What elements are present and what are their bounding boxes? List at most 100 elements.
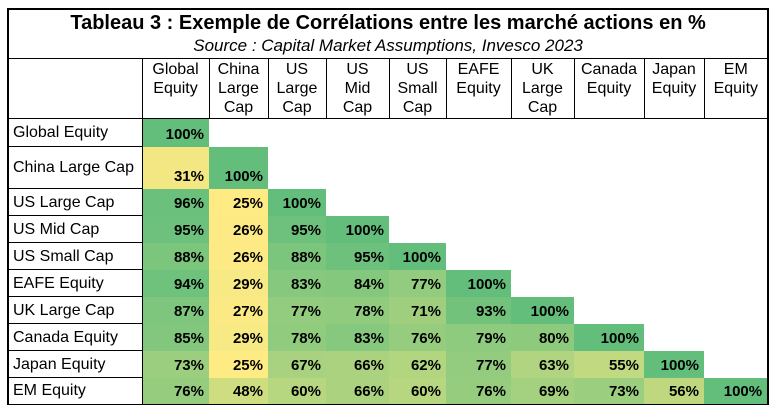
row-label-7: UK Large Cap: [7, 296, 143, 324]
correlation-cell-9-1: 73%: [142, 350, 209, 378]
matrix-row-7: UK Large Cap 87% 27% 77% 78% 71% 93% 100%: [7, 296, 769, 324]
empty-cell: [704, 188, 769, 216]
empty-cell: [511, 215, 574, 243]
table-title: Tableau 3 : Exemple de Corrélations entr…: [70, 12, 706, 34]
correlation-cell-6-2: 29%: [209, 269, 268, 297]
correlation-cell-9-5: 62%: [389, 350, 446, 378]
correlation-cell-9-3: 67%: [268, 350, 326, 378]
empty-cell: [446, 118, 511, 147]
correlation-cell-10-10: 100%: [704, 377, 769, 405]
empty-cell: [574, 188, 644, 216]
correlation-cell-8-8: 100%: [574, 323, 644, 351]
empty-cell: [389, 118, 446, 147]
empty-cell: [644, 269, 704, 297]
empty-cell: [511, 146, 574, 189]
correlation-cell-10-8: 73%: [574, 377, 644, 405]
empty-cell: [704, 242, 769, 270]
correlation-cell-7-5: 71%: [389, 296, 446, 324]
empty-cell: [511, 188, 574, 216]
empty-cell: [704, 296, 769, 324]
empty-cell: [268, 146, 326, 189]
column-header-row: Global Equity China Large Cap US Large Cap…: [7, 58, 769, 119]
correlation-cell-7-6: 93%: [446, 296, 511, 324]
row-label-5: US Small Cap: [7, 242, 143, 270]
correlation-cell-3-1: 96%: [142, 188, 209, 216]
correlation-cell-5-5: 100%: [389, 242, 446, 270]
empty-cell: [389, 146, 446, 189]
empty-cell: [644, 215, 704, 243]
correlation-cell-6-3: 83%: [268, 269, 326, 297]
correlation-cell-10-6: 76%: [446, 377, 511, 405]
empty-cell: [511, 242, 574, 270]
row-label-4: US Mid Cap: [7, 215, 143, 243]
correlation-cell-7-1: 87%: [142, 296, 209, 324]
correlation-cell-6-5: 77%: [389, 269, 446, 297]
correlation-cell-7-2: 27%: [209, 296, 268, 324]
column-header-1: Global Equity: [141, 58, 210, 119]
row-label-9: Japan Equity: [7, 350, 143, 378]
empty-cell: [446, 242, 511, 270]
matrix-row-5: US Small Cap 88% 26% 88% 95% 100%: [7, 242, 769, 270]
correlation-cell-10-3: 60%: [268, 377, 326, 405]
correlation-cell-10-7: 69%: [511, 377, 574, 405]
correlation-cell-9-4: 66%: [326, 350, 389, 378]
empty-cell: [326, 146, 389, 189]
correlation-cell-6-4: 84%: [326, 269, 389, 297]
empty-cell: [268, 118, 326, 147]
correlation-cell-2-1: 31%: [142, 146, 209, 189]
correlation-cell-10-4: 66%: [326, 377, 389, 405]
matrix-row-3: US Large Cap 96% 25% 100%: [7, 188, 769, 216]
empty-cell: [326, 118, 389, 147]
column-header-2: China Large Cap: [208, 58, 269, 119]
empty-cell: [326, 188, 389, 216]
empty-cell: [644, 242, 704, 270]
row-label-6: EAFE Equity: [7, 269, 143, 297]
correlation-cell-8-1: 85%: [142, 323, 209, 351]
table-source: Source : Capital Market Assumptions, Inv…: [193, 36, 583, 55]
empty-cell: [511, 118, 574, 147]
column-header-3: US Large Cap: [267, 58, 327, 119]
column-header-8: Canada Equity: [573, 58, 645, 119]
matrix-row-4: US Mid Cap 95% 26% 95% 100%: [7, 215, 769, 243]
correlation-cell-8-2: 29%: [209, 323, 268, 351]
empty-cell: [511, 269, 574, 297]
correlation-cell-10-1: 76%: [142, 377, 209, 405]
empty-cell: [209, 118, 268, 147]
correlation-cell-7-7: 100%: [511, 296, 574, 324]
empty-cell: [389, 215, 446, 243]
correlation-cell-8-6: 79%: [446, 323, 511, 351]
correlation-cell-6-6: 100%: [446, 269, 511, 297]
correlation-cell-5-4: 95%: [326, 242, 389, 270]
row-label-2: China Large Cap: [7, 146, 143, 189]
correlation-cell-3-2: 25%: [209, 188, 268, 216]
correlation-cell-4-4: 100%: [326, 215, 389, 243]
empty-cell: [644, 118, 704, 147]
correlation-cell-9-8: 55%: [574, 350, 644, 378]
column-header-7: UK Large Cap: [510, 58, 575, 119]
correlation-cell-2-2: 100%: [209, 146, 268, 189]
correlation-cell-4-2: 26%: [209, 215, 268, 243]
correlation-cell-4-3: 95%: [268, 215, 326, 243]
column-header-5: US Small Cap: [388, 58, 447, 119]
table-title-block: Tableau 3 : Exemple de Corrélations entr…: [7, 8, 769, 59]
correlation-cell-7-3: 77%: [268, 296, 326, 324]
correlation-cell-8-4: 83%: [326, 323, 389, 351]
correlation-cell-9-9: 100%: [644, 350, 704, 378]
column-header-10: EM Equity: [703, 58, 769, 119]
correlation-cell-9-6: 77%: [446, 350, 511, 378]
empty-cell: [644, 323, 704, 351]
row-label-10: EM Equity: [7, 377, 143, 405]
empty-cell: [644, 146, 704, 189]
correlation-cell-10-5: 60%: [389, 377, 446, 405]
correlation-cell-8-5: 76%: [389, 323, 446, 351]
matrix-row-1: Global Equity 100%: [7, 118, 769, 147]
empty-cell: [574, 242, 644, 270]
empty-cell: [704, 269, 769, 297]
correlation-cell-9-2: 25%: [209, 350, 268, 378]
correlation-cell-4-1: 95%: [142, 215, 209, 243]
empty-cell: [574, 269, 644, 297]
matrix-row-10: EM Equity 76% 48% 60% 66% 60% 76% 69% 73% 56% 100%: [7, 377, 769, 405]
correlation-cell-5-1: 88%: [142, 242, 209, 270]
column-header-9: Japan Equity: [643, 58, 705, 119]
empty-cell: [704, 323, 769, 351]
